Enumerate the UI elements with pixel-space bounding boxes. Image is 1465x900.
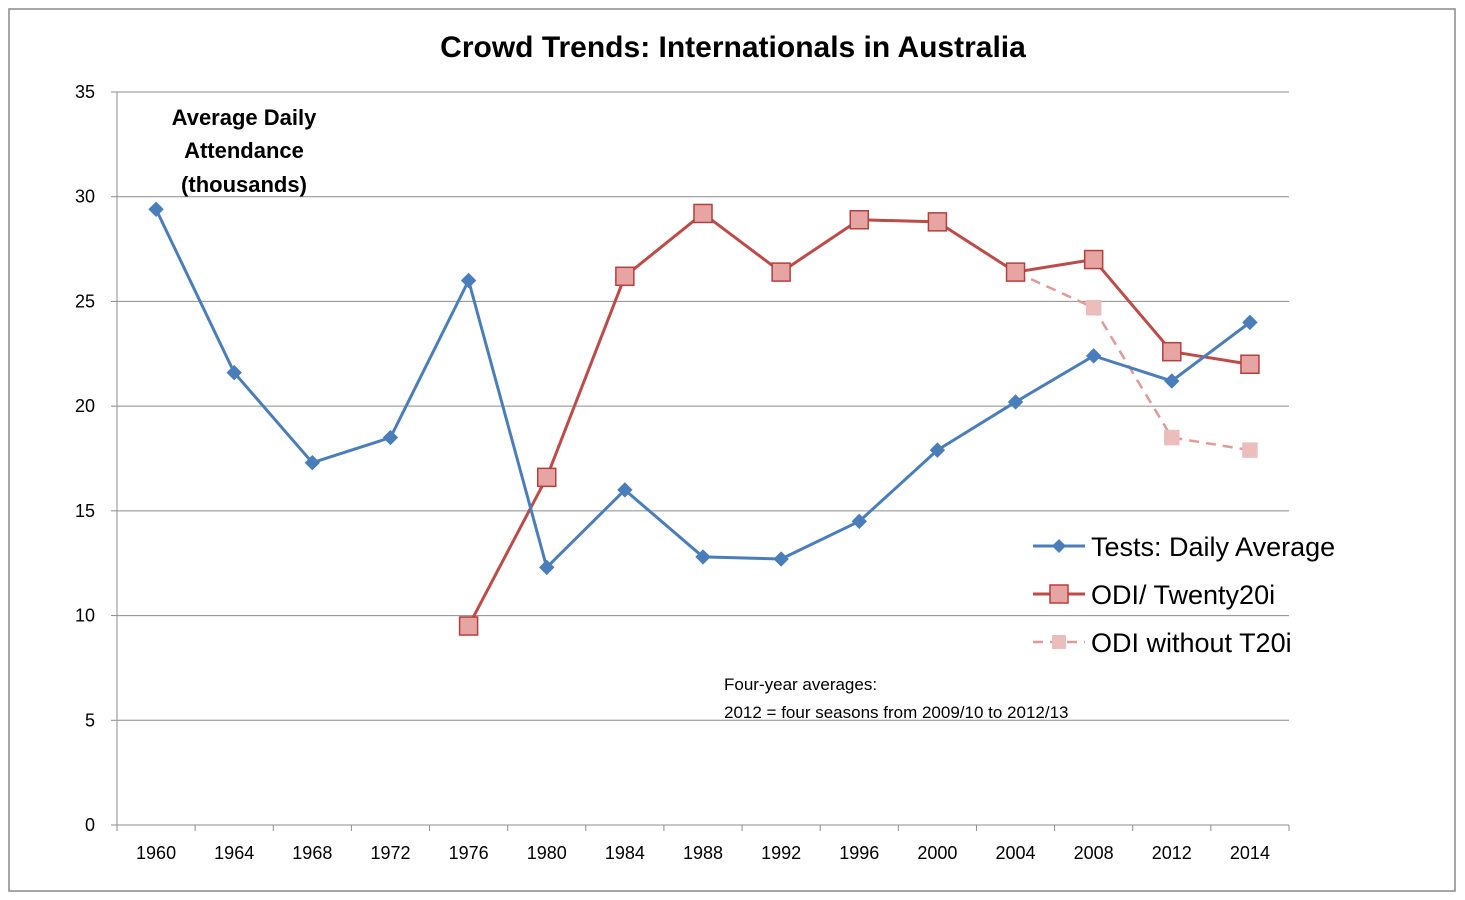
y-axis-label-line: Attendance: [184, 138, 304, 163]
data-point: [1083, 249, 1104, 270]
x-tick-label: 1972: [370, 843, 410, 863]
data-point: [927, 212, 948, 232]
x-tick-label: 1992: [761, 843, 801, 863]
data-point: [382, 429, 399, 446]
data-point: [1164, 429, 1180, 446]
x-tick-label: 1988: [683, 843, 723, 863]
data-point: [849, 210, 870, 230]
x-tick-label: 2014: [1230, 843, 1270, 863]
legend-label: ODI/ Twenty20i: [1091, 580, 1275, 610]
x-tick-label: 1984: [605, 843, 645, 863]
data-point: [1085, 348, 1102, 364]
chart-frame: [8, 8, 1456, 892]
x-tick-label: 1980: [527, 843, 567, 863]
y-axis-label-line: Average Daily: [172, 105, 317, 130]
annotation-line: 2012 = four seasons from 2009/10 to 2012…: [724, 703, 1069, 722]
legend-item: ODI/ Twenty20i: [1033, 580, 1275, 610]
axes: 0 5 10 15 20 25 30 35 1960 1964 1968 1972 1976 1980 19…: [75, 82, 1290, 863]
legend-swatch-marker: [1052, 635, 1066, 649]
data-point: [1242, 314, 1258, 331]
data-point: [695, 549, 711, 565]
y-tick-label: 35: [75, 82, 95, 102]
x-tick-label: 2000: [917, 843, 957, 863]
data-point: [226, 364, 242, 381]
data-point: [1164, 373, 1180, 389]
data-point: [615, 266, 635, 287]
x-tick-label: 2008: [1074, 843, 1114, 863]
data-point: [1240, 354, 1260, 375]
y-tick-label: 20: [75, 396, 95, 416]
legend-item: Tests: Daily Average: [1033, 532, 1335, 562]
series-line: [1015, 270, 1251, 452]
legend-swatch-marker: [1052, 539, 1066, 553]
annotation: Four-year averages: 2012 = four seasons …: [724, 675, 1069, 722]
x-tick-label: 2004: [996, 843, 1036, 863]
data-point: [929, 442, 946, 458]
y-axis-label: Average Daily Attendance (thousands): [172, 105, 317, 197]
data-point: [1242, 442, 1258, 458]
x-tick-label: 2012: [1152, 843, 1192, 863]
data-point: [304, 454, 321, 471]
x-tick-label: 1964: [214, 843, 254, 863]
annotation-line: Four-year averages:: [724, 675, 877, 694]
y-tick-label: 0: [85, 815, 95, 835]
chart-title: Crowd Trends: Internationals in Australi…: [440, 31, 1026, 64]
series-group: [148, 201, 1260, 636]
y-tick-label: 15: [75, 501, 95, 521]
series-0: [148, 201, 1258, 576]
y-tick-label: 25: [75, 291, 95, 311]
legend-swatch-marker: [1049, 584, 1069, 604]
legend-label: Tests: Daily Average: [1091, 532, 1335, 562]
data-point: [458, 616, 479, 636]
series-1: [458, 203, 1260, 636]
legend: Tests: Daily Average ODI/ Twenty20i ODI wi…: [1033, 532, 1335, 658]
data-point: [460, 272, 477, 289]
y-tick-label: 5: [85, 710, 95, 730]
y-tick-label: 30: [75, 187, 95, 207]
data-point: [1005, 262, 1026, 282]
x-tick-label: 1960: [136, 843, 176, 863]
y-tick-label: 10: [75, 606, 95, 626]
gridlines: [117, 91, 1289, 721]
data-point: [148, 201, 164, 217]
x-tick-label: 1968: [292, 843, 332, 863]
data-point: [1007, 394, 1024, 410]
data-point: [693, 203, 713, 224]
x-tick-label: 1976: [449, 843, 489, 863]
data-point: [771, 262, 791, 282]
data-point: [617, 482, 633, 498]
legend-item: ODI without T20i: [1033, 628, 1292, 658]
data-point: [773, 551, 789, 567]
data-point: [1162, 341, 1182, 362]
y-axis-label-line: (thousands): [181, 172, 307, 197]
data-point: [539, 559, 555, 576]
data-point: [536, 467, 557, 488]
data-point: [851, 513, 867, 530]
x-tick-label: 1996: [839, 843, 879, 863]
legend-label: ODI without T20i: [1091, 628, 1292, 658]
data-point: [1085, 299, 1102, 316]
